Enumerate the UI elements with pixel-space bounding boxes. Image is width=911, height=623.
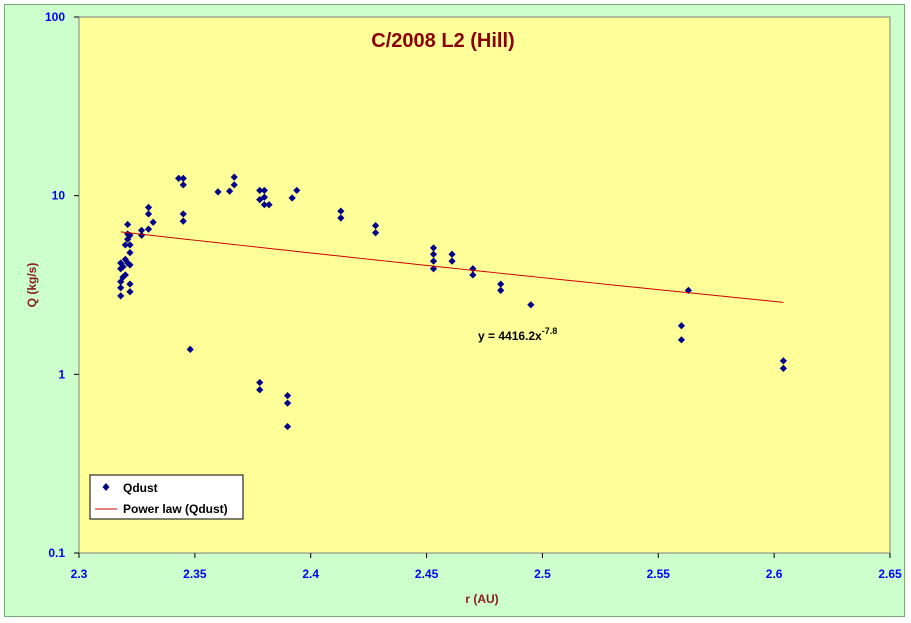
power-law-trendline: [120, 231, 784, 303]
y-tick-label: 1: [58, 367, 65, 381]
data-point: [448, 250, 456, 258]
data-point: [497, 286, 505, 294]
data-point: [429, 244, 438, 252]
data-point: [677, 322, 686, 330]
data-point: [256, 378, 264, 387]
x-tick-label: 2.35: [183, 567, 207, 581]
data-point: [429, 250, 438, 258]
data-point: [779, 357, 788, 365]
legend-label-qdust: Qdust: [123, 481, 158, 495]
data-point: [288, 194, 296, 202]
equation-base: y = 4416.2x: [478, 329, 542, 343]
data-point: [179, 174, 187, 182]
data-point: [179, 217, 187, 225]
data-point: [186, 345, 194, 353]
data-point: [117, 259, 125, 267]
data-point: [126, 280, 134, 288]
data-point: [677, 336, 686, 344]
data-point: [175, 174, 183, 182]
data-point: [527, 301, 535, 309]
data-point: [126, 261, 134, 269]
equation-exponent: -7.8: [542, 326, 558, 336]
x-tick-label: 2.5: [534, 567, 551, 581]
x-tick-label: 2.45: [415, 567, 439, 581]
data-point: [119, 263, 127, 271]
y-tick-label: 100: [45, 10, 65, 24]
data-point: [283, 392, 292, 400]
data-point: [121, 241, 129, 249]
data-point: [179, 181, 187, 189]
data-point: [230, 173, 238, 181]
data-point: [117, 278, 125, 286]
data-point: [684, 286, 693, 294]
data-point: [779, 364, 788, 372]
data-point: [469, 271, 477, 279]
data-point: [448, 257, 456, 265]
x-axis-title: r (AU): [465, 592, 498, 606]
y-tick-label: 10: [52, 189, 66, 203]
x-tick-label: 2.55: [647, 567, 671, 581]
data-point: [126, 288, 134, 296]
legend-marker-qdust: [102, 483, 110, 491]
y-tick-label: 0.1: [48, 546, 65, 560]
legend-label-power-law: Power law (Qdust): [123, 502, 228, 516]
data-point: [179, 210, 187, 218]
data-point: [371, 221, 380, 230]
data-point: [137, 231, 146, 239]
data-point: [429, 257, 438, 265]
data-point: [256, 186, 264, 195]
data-point: [121, 271, 129, 279]
data-point: [226, 187, 234, 195]
data-point: [283, 422, 292, 431]
data-point: [230, 181, 238, 189]
data-point: [121, 255, 129, 263]
legend: Qdust Power law (Qdust): [89, 474, 244, 520]
data-point: [214, 188, 222, 196]
data-point: [260, 186, 268, 195]
data-point: [124, 259, 132, 267]
data-point: [124, 220, 132, 229]
data-point: [265, 201, 273, 209]
data-point: [260, 201, 268, 209]
data-point: [260, 193, 268, 201]
data-point: [144, 225, 153, 233]
data-point: [337, 207, 345, 215]
x-tick-label: 2.4: [302, 567, 319, 581]
data-point: [283, 399, 292, 407]
x-tick-label: 2.65: [878, 567, 902, 581]
data-point: [137, 226, 146, 234]
plot-area: [78, 16, 891, 554]
y-axis-title: Q (kg/s): [25, 263, 39, 308]
data-point: [126, 249, 134, 257]
data-point: [337, 214, 345, 222]
x-tick-label: 2.3: [71, 567, 88, 581]
data-point: [144, 203, 153, 211]
x-tick-label: 2.6: [766, 567, 783, 581]
data-point: [256, 386, 264, 394]
data-point: [429, 265, 438, 273]
trendline-group: [120, 231, 784, 303]
data-point: [117, 284, 125, 292]
axes: 2.3 2.35 2.4 2.45 2.5 2.55 2.6 2.65 0.1 1 10 100: [45, 10, 902, 581]
data-point: [293, 186, 301, 195]
data-point: [144, 210, 153, 218]
data-point: [371, 229, 380, 237]
trendline-equation: y = 4416.2x-7.8: [478, 326, 557, 343]
data-point: [149, 218, 157, 226]
data-point: [117, 292, 125, 300]
data-point: [126, 241, 134, 249]
legend-box: [89, 474, 244, 520]
data-point: [497, 280, 505, 288]
chart-title: C/2008 L2 (Hill): [371, 30, 514, 52]
